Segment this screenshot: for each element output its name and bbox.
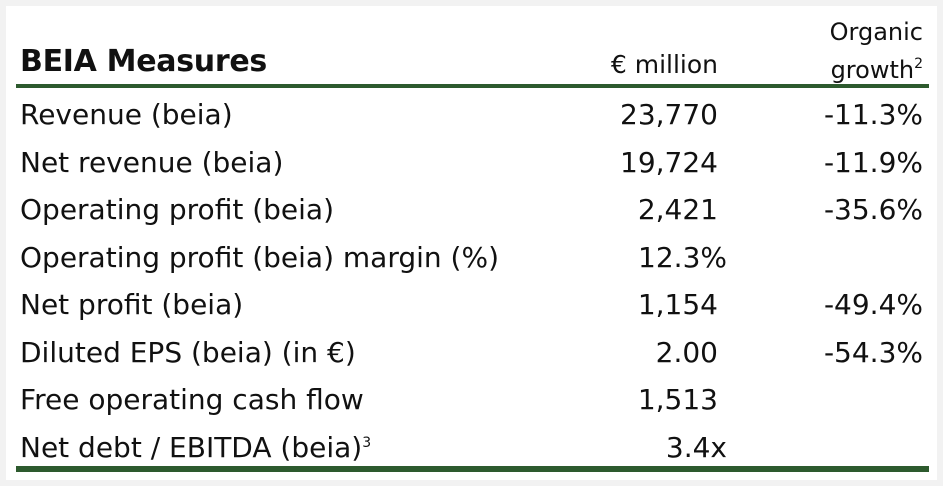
- row-label: Diluted EPS (beia) (in €): [20, 335, 356, 369]
- growth-footnote-marker: 2: [914, 56, 923, 72]
- row-label: Revenue (beia): [20, 98, 233, 131]
- table-row: Revenue (beia) 23,770 -11.3%: [6, 90, 937, 138]
- header-divider: [16, 84, 929, 88]
- table-row: Net revenue (beia) 19,724 -11.9%: [6, 138, 937, 186]
- beia-measures-table: BEIA Measures € million Organic growth2 …: [6, 6, 937, 480]
- footer-divider: [16, 466, 929, 472]
- table-row: Operating profit (beia) margin (%) 12.3%: [6, 233, 937, 281]
- row-value: 23,770: [620, 98, 718, 131]
- row-label: Operating profit (beia) margin (%): [20, 240, 499, 274]
- table-row: Net profit (beia) 1,154 -49.4%: [6, 280, 937, 328]
- row-growth: -35.6%: [823, 193, 923, 226]
- row-label: Free operating cash flow: [20, 383, 364, 416]
- row-label: Operating profit (beia): [20, 193, 334, 226]
- table-row: Diluted EPS (beia) (in €) 2.00 -54.3%: [6, 328, 937, 376]
- row-value: 1,513: [637, 383, 718, 416]
- unit-column-header: € million: [610, 50, 718, 79]
- row-value: 19,724: [620, 145, 718, 179]
- row-value: 3.4x: [665, 430, 727, 464]
- table-body: Revenue (beia) 23,770 -11.3% Net revenue…: [6, 90, 937, 470]
- row-footnote-marker: 3: [362, 434, 372, 451]
- row-growth: -11.9%: [823, 145, 923, 179]
- growth-header-line1: Organic: [829, 18, 923, 46]
- table-row: Operating profit (beia) 2,421 -35.6%: [6, 185, 937, 233]
- row-value: 2.00: [655, 335, 718, 369]
- row-label: Net debt / EBITDA (beia)3: [20, 431, 371, 464]
- table-title: BEIA Measures: [20, 44, 267, 79]
- table-row: Net debt / EBITDA (beia)3 3.4x: [6, 423, 937, 471]
- row-label: Net profit (beia): [20, 288, 244, 321]
- row-growth: -49.4%: [823, 288, 923, 321]
- row-value: 1,154: [637, 288, 718, 321]
- row-label-text: Net debt / EBITDA (beia): [20, 430, 363, 464]
- growth-column-header: Organic growth2: [830, 16, 923, 86]
- row-growth: -54.3%: [823, 335, 923, 369]
- growth-header-line2: growth: [830, 56, 915, 84]
- row-value: 12.3%: [638, 240, 727, 274]
- table-row: Free operating cash flow 1,513: [6, 375, 937, 423]
- row-growth: -11.3%: [823, 98, 923, 131]
- row-label: Net revenue (beia): [20, 145, 284, 179]
- row-value: 2,421: [637, 193, 718, 226]
